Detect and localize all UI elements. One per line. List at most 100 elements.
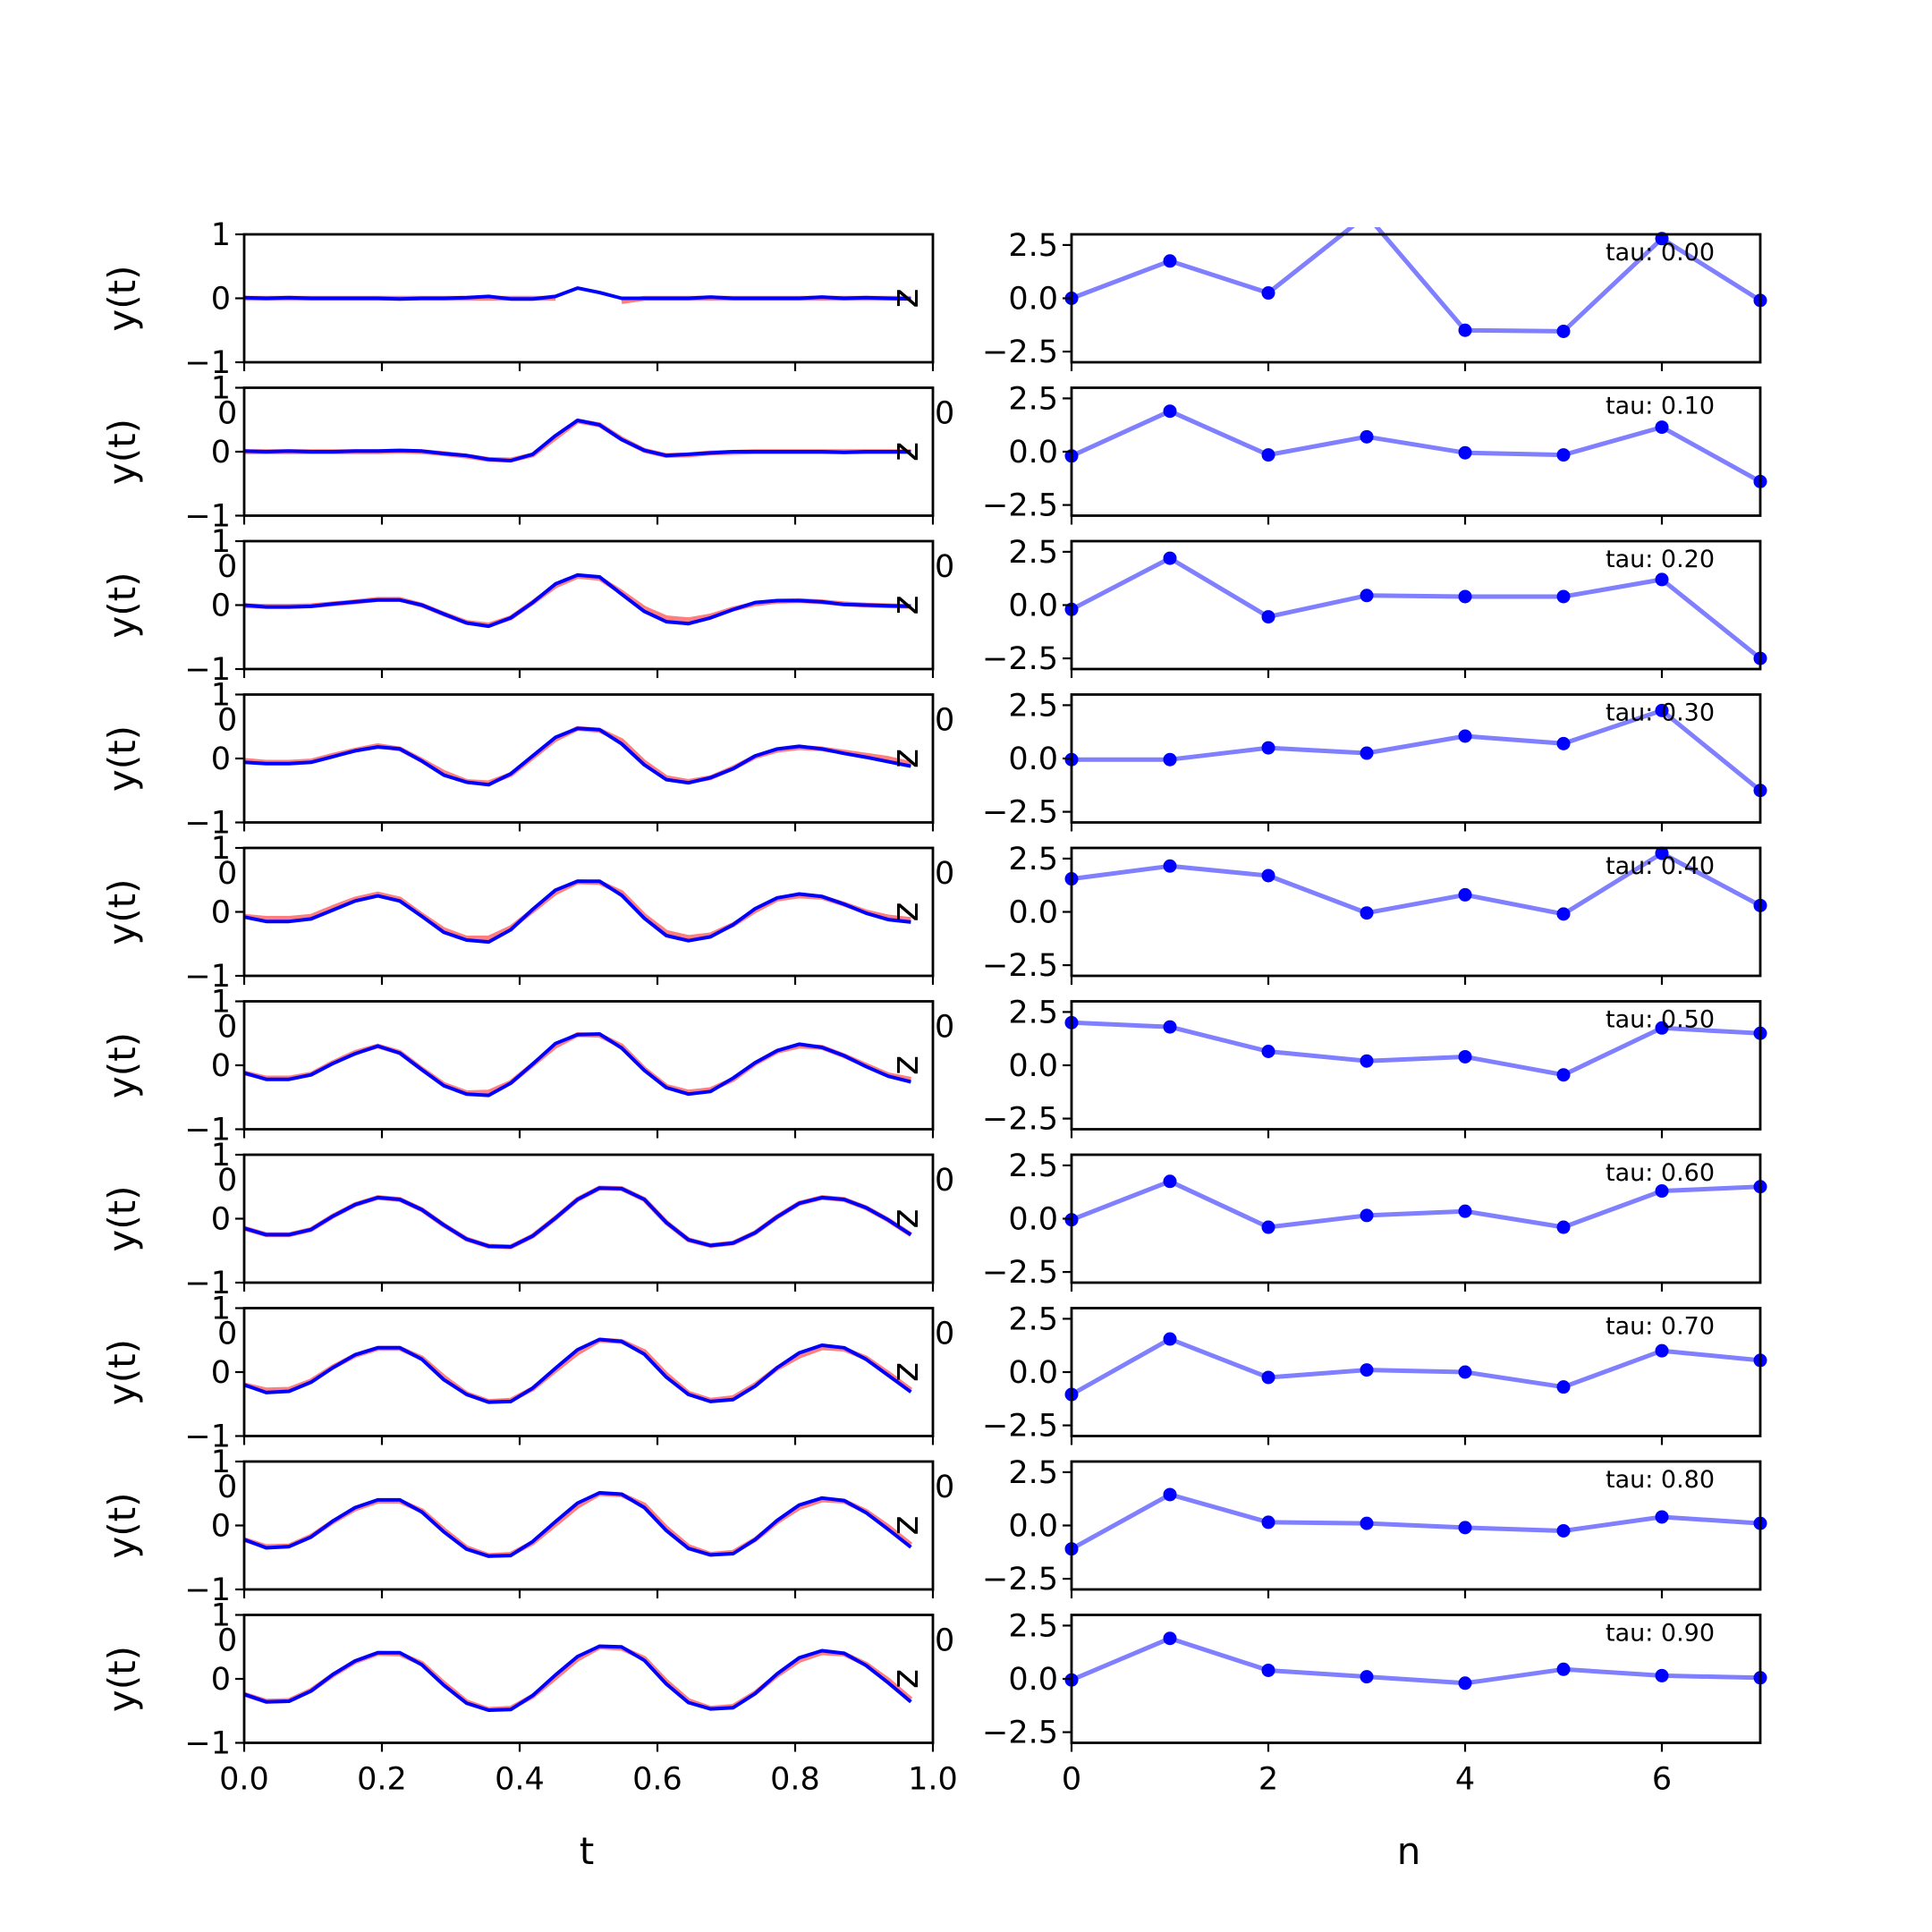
- prediction-line: [244, 879, 911, 945]
- series-group: [244, 1337, 913, 1404]
- overlapping-tick-label: 0: [217, 1317, 237, 1352]
- latent-point: [1458, 323, 1472, 337]
- tau-annotation: tau: 0.50: [1606, 1006, 1715, 1034]
- latent-point: [1655, 572, 1669, 587]
- y-axis-label: y(t): [100, 1185, 144, 1251]
- y-tick-label: 0: [211, 741, 231, 777]
- overlapping-tick-label: 0: [217, 856, 237, 892]
- latent-panel-4: −2.5 0.0 2.5 tau: 0.40: [982, 842, 1767, 985]
- latent-series-group: [1064, 703, 1767, 798]
- y-tick-label: −1: [184, 652, 231, 688]
- latent-panel-6: −2.5 0.0 2.5 tau: 0.60: [982, 1148, 1767, 1292]
- series-group: [244, 879, 911, 945]
- tau-annotation: tau: 0.90: [1606, 1620, 1715, 1648]
- y-tick-label: 0.0: [1008, 1048, 1058, 1084]
- latent-point: [1655, 1510, 1669, 1524]
- reconstruction-panel-0: −1 0 1 y(t) z: [100, 217, 935, 381]
- y-tick-label: −2.5: [982, 335, 1058, 370]
- latent-point: [1163, 254, 1177, 268]
- latent-point: [1261, 869, 1275, 883]
- y-tick-label: 2.5: [1008, 688, 1058, 724]
- overlapping-tick-label: 0: [935, 1317, 954, 1352]
- series-group: [244, 725, 912, 787]
- latent-point: [1655, 1184, 1669, 1199]
- y-tick-label: 1: [211, 524, 231, 560]
- latent-point: [1360, 589, 1374, 603]
- latent-series-group: [1064, 1487, 1767, 1556]
- y-tick-label: −1: [184, 1266, 231, 1301]
- overlapping-tick-label: 0: [217, 1623, 237, 1659]
- latent-point: [1655, 1021, 1669, 1035]
- tau-annotation: tau: 0.10: [1606, 393, 1715, 420]
- y-tick-label: 0.0: [1008, 895, 1058, 931]
- latent-point: [1556, 907, 1571, 921]
- x-tick-label: 0.4: [495, 1762, 545, 1798]
- latent-series-group: [1064, 404, 1767, 488]
- latent-series-group: [1064, 1631, 1767, 1690]
- latent-point: [1261, 448, 1275, 462]
- latent-point: [1458, 1049, 1472, 1063]
- latent-point: [1163, 1332, 1177, 1346]
- y-tick-label: 0: [211, 1355, 231, 1391]
- y-tick-label: 2.5: [1008, 381, 1058, 417]
- latent-line: [1070, 555, 1762, 661]
- latent-point: [1163, 1174, 1177, 1189]
- latent-y-axis-label: z: [883, 595, 927, 614]
- latent-line: [1072, 708, 1762, 792]
- latent-point: [1655, 420, 1669, 435]
- latent-point: [1556, 1662, 1571, 1676]
- latent-point: [1458, 445, 1472, 460]
- y-tick-label: −2.5: [982, 641, 1058, 677]
- y-tick-label: −2.5: [982, 1716, 1058, 1751]
- y-tick-label: −1: [184, 499, 231, 535]
- latent-point: [1261, 1663, 1275, 1677]
- latent-point: [1458, 589, 1472, 604]
- y-tick-label: −1: [184, 959, 231, 995]
- latent-panel-7: −2.5 0.0 2.5 tau: 0.70: [982, 1301, 1767, 1445]
- y-tick-label: −2.5: [982, 488, 1058, 524]
- latent-point: [1655, 703, 1669, 717]
- y-tick-label: −2.5: [982, 1409, 1058, 1445]
- y-axis-label: y(t): [100, 265, 144, 331]
- y-tick-label: 0.0: [1008, 1355, 1058, 1391]
- prediction-line: [244, 1032, 911, 1097]
- latent-panel-0: −2.5 0.0 2.5 tau: 0.00: [982, 227, 1767, 371]
- y-tick-label: 0: [211, 282, 231, 318]
- latent-y-axis-label: z: [883, 1208, 927, 1228]
- y-axis-label: y(t): [100, 1339, 144, 1405]
- latent-series-group: [1064, 227, 1767, 338]
- latent-y-axis-label: z: [883, 1055, 927, 1075]
- latent-point: [1556, 736, 1571, 750]
- overlapping-tick-label: 0: [935, 1623, 954, 1659]
- latent-point: [1261, 1045, 1275, 1059]
- latent-point: [1163, 551, 1177, 565]
- y-tick-label: 1: [211, 985, 231, 1021]
- latent-point: [1458, 887, 1472, 902]
- y-tick-label: 2.5: [1008, 1455, 1058, 1491]
- y-tick-label: 0: [211, 895, 231, 931]
- latent-point: [1360, 1208, 1374, 1223]
- prediction-line: [244, 572, 911, 629]
- tau-annotation: tau: 0.60: [1606, 1159, 1715, 1187]
- y-tick-label: 2.5: [1008, 995, 1058, 1030]
- y-tick-label: 0.0: [1008, 1202, 1058, 1238]
- latent-point: [1261, 1370, 1275, 1385]
- x-tick-label: 0.6: [632, 1762, 682, 1798]
- latent-y-axis-label: z: [883, 442, 927, 462]
- latent-line: [1071, 1020, 1761, 1078]
- latent-y-axis-label: z: [883, 1362, 927, 1382]
- latent-point: [1458, 1204, 1472, 1218]
- latent-point: [1458, 1521, 1472, 1535]
- y-tick-label: 1: [211, 1598, 231, 1634]
- x-tick-label: 0.2: [357, 1762, 407, 1798]
- latent-point: [1261, 610, 1275, 624]
- y-tick-label: 1: [211, 1138, 231, 1174]
- overlapping-tick-label: 0: [935, 703, 954, 739]
- latent-line: [1070, 1336, 1761, 1397]
